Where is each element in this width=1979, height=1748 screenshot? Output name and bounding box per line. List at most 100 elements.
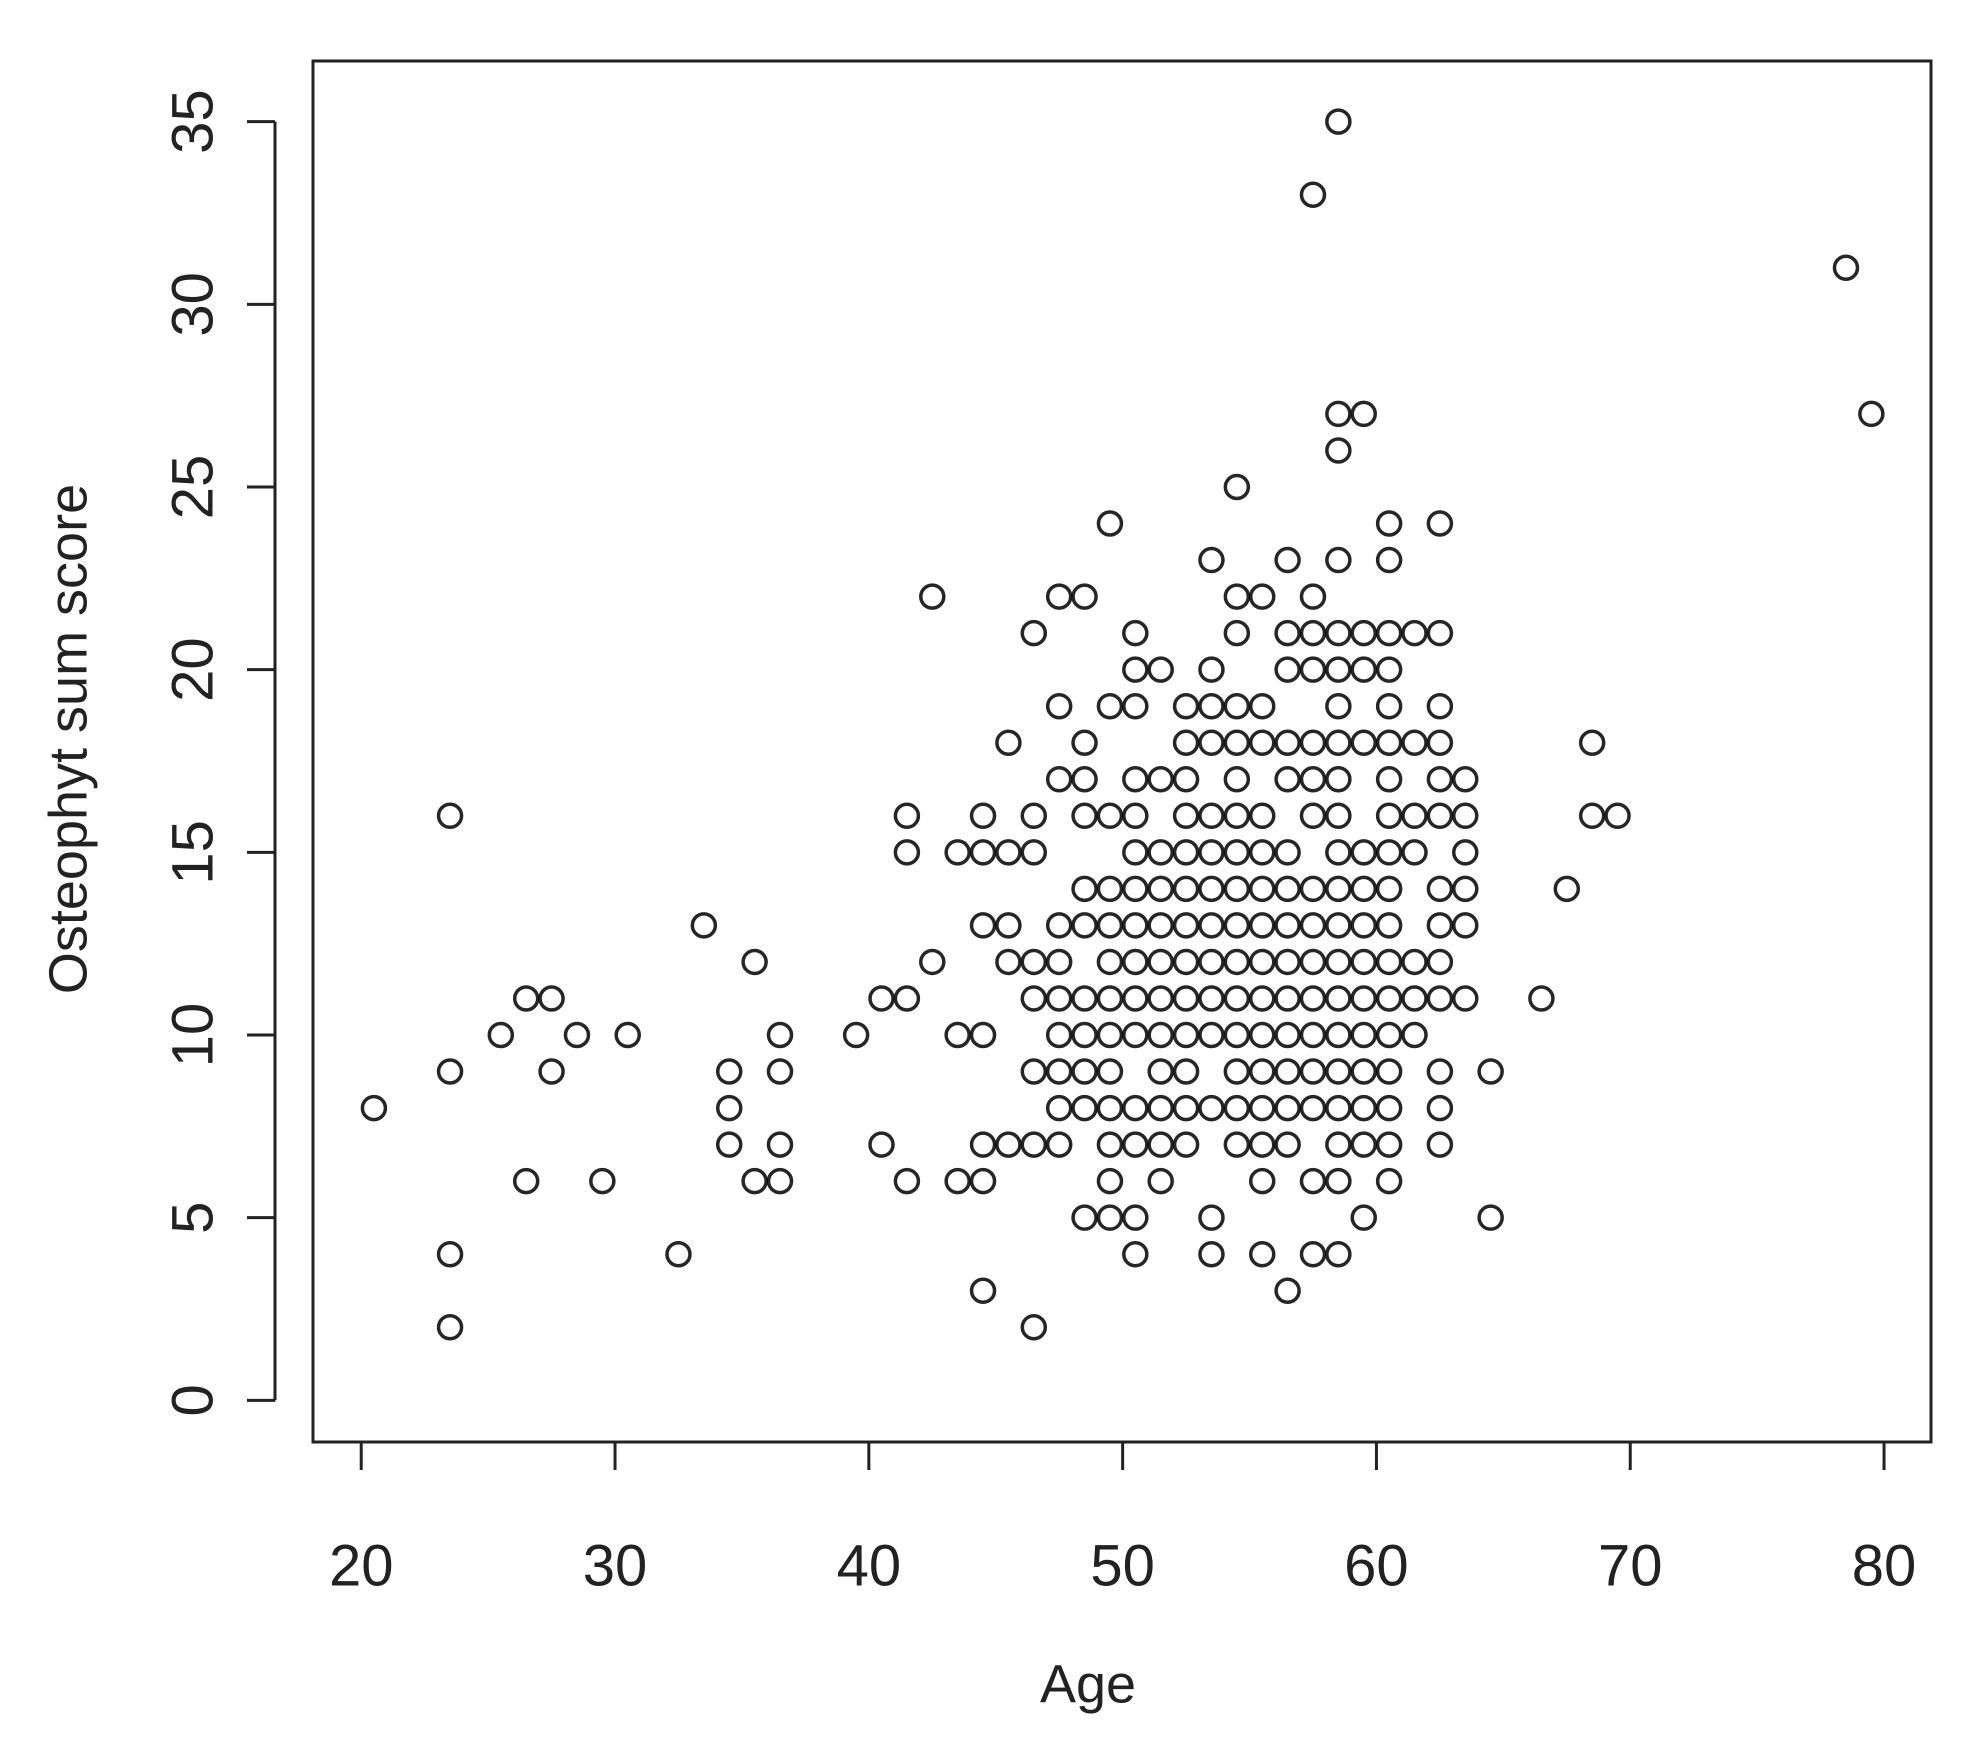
point — [1299, 766, 1327, 793]
point — [1020, 1058, 1048, 1085]
point — [1096, 875, 1124, 903]
point — [715, 1131, 743, 1158]
point — [1350, 1021, 1377, 1049]
point — [1045, 985, 1073, 1012]
point — [1452, 802, 1479, 830]
point — [1401, 802, 1428, 830]
point — [1071, 1058, 1098, 1085]
point — [1401, 1021, 1428, 1049]
point — [665, 1240, 692, 1268]
point — [1248, 912, 1276, 939]
point — [436, 1240, 464, 1268]
point — [1198, 692, 1225, 720]
point — [1350, 985, 1377, 1012]
point — [1325, 1167, 1352, 1195]
point — [1045, 1131, 1073, 1158]
point — [1172, 839, 1200, 866]
point — [1299, 1167, 1327, 1195]
point — [1299, 583, 1327, 610]
point — [969, 1277, 997, 1304]
point — [1528, 985, 1555, 1012]
point — [1071, 1094, 1098, 1122]
point — [1147, 1094, 1174, 1122]
y-tick-label: 35 — [160, 89, 225, 154]
point — [1045, 1094, 1073, 1122]
point — [1172, 1021, 1200, 1049]
point — [893, 802, 921, 830]
point — [868, 1131, 895, 1158]
point — [893, 1167, 921, 1195]
point — [436, 1314, 464, 1341]
point — [995, 948, 1022, 976]
point — [1172, 985, 1200, 1012]
point — [1071, 912, 1098, 939]
point — [1375, 546, 1403, 574]
point — [1375, 656, 1403, 683]
point — [1045, 948, 1073, 976]
point — [1452, 912, 1479, 939]
point — [919, 583, 946, 610]
point — [1147, 875, 1174, 903]
point — [1147, 1167, 1174, 1195]
point — [1045, 912, 1073, 939]
point — [766, 1021, 794, 1049]
point — [1350, 1094, 1377, 1122]
point — [1096, 802, 1124, 830]
point — [1122, 1131, 1149, 1158]
point — [1274, 1277, 1301, 1304]
point — [1325, 766, 1352, 793]
point — [1248, 802, 1276, 830]
point — [1172, 1131, 1200, 1158]
point — [1172, 692, 1200, 720]
point — [1553, 875, 1581, 903]
point — [1198, 948, 1225, 976]
point — [1325, 108, 1352, 135]
point — [1325, 875, 1352, 903]
point — [1299, 181, 1327, 208]
point — [1325, 546, 1352, 574]
point — [1426, 1058, 1454, 1085]
point — [1198, 1021, 1225, 1049]
point — [1375, 875, 1403, 903]
point — [1122, 656, 1149, 683]
point — [715, 1058, 743, 1085]
point — [1096, 985, 1124, 1012]
point — [1096, 510, 1124, 537]
point — [1350, 400, 1377, 428]
point — [1248, 839, 1276, 866]
point — [1020, 985, 1048, 1012]
point — [1274, 948, 1301, 976]
point — [1299, 656, 1327, 683]
point — [1274, 619, 1301, 647]
point — [1045, 583, 1073, 610]
point — [1172, 802, 1200, 830]
point — [1223, 1058, 1251, 1085]
point — [1198, 1094, 1225, 1122]
point — [1274, 985, 1301, 1012]
point — [360, 1094, 388, 1122]
point — [969, 839, 997, 866]
point — [1248, 1240, 1276, 1268]
y-tick-label: 0 — [160, 1384, 225, 1416]
point — [1198, 1240, 1225, 1268]
point — [1122, 875, 1149, 903]
point — [1477, 1058, 1504, 1085]
point — [1325, 692, 1352, 720]
point — [1274, 1094, 1301, 1122]
point — [1325, 400, 1352, 428]
point — [1147, 1131, 1174, 1158]
point — [893, 839, 921, 866]
point — [842, 1021, 870, 1049]
y-tick-label: 30 — [160, 272, 225, 337]
point — [512, 1167, 540, 1195]
point — [1375, 692, 1403, 720]
point — [1452, 985, 1479, 1012]
point — [1274, 1058, 1301, 1085]
point — [1147, 766, 1174, 793]
point — [1172, 766, 1200, 793]
point — [1223, 875, 1251, 903]
point — [969, 1131, 997, 1158]
point — [1375, 766, 1403, 793]
point — [1198, 1204, 1225, 1231]
point — [1401, 729, 1428, 756]
